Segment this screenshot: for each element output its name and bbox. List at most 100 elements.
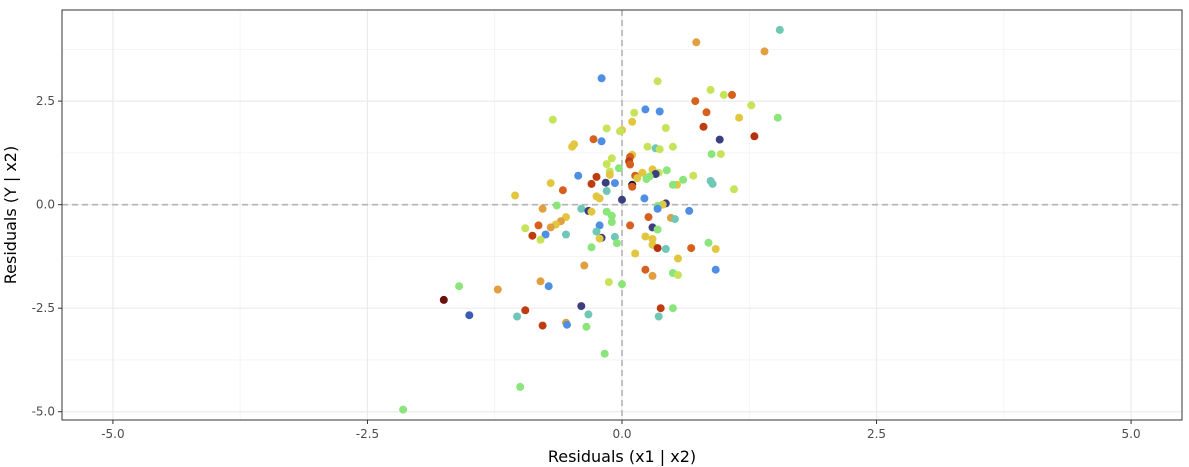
data-point [719, 90, 728, 99]
y-tick-label: -5.0 [32, 405, 55, 419]
data-point [604, 278, 613, 287]
data-point [706, 85, 715, 94]
data-point [607, 211, 616, 220]
y-tick-label: -2.5 [32, 301, 55, 315]
y-axis-title: Residuals (Y | x2) [1, 146, 20, 284]
data-point [610, 179, 619, 188]
data-point [689, 171, 698, 180]
data-point [563, 320, 571, 329]
data-point [633, 174, 642, 183]
data-point [653, 244, 662, 253]
x-tick-label: -5.0 [101, 427, 124, 441]
data-point [692, 38, 701, 47]
y-tick-label: 0.0 [36, 198, 55, 212]
data-point [602, 124, 611, 133]
x-tick-label: 2.5 [867, 427, 886, 441]
data-point [773, 113, 782, 122]
data-point [716, 150, 725, 159]
data-point [614, 164, 623, 173]
data-point [679, 175, 688, 184]
data-point [735, 113, 744, 122]
data-point [730, 185, 738, 194]
data-points [399, 25, 784, 414]
data-point [628, 117, 637, 126]
data-point [662, 166, 671, 175]
data-point [661, 245, 670, 253]
data-point [592, 227, 601, 236]
data-point [544, 282, 553, 291]
data-point [558, 186, 567, 195]
data-point [653, 204, 662, 213]
data-point [641, 265, 650, 274]
data-point [656, 304, 665, 313]
data-point [616, 127, 624, 136]
data-point [597, 137, 606, 146]
data-point [670, 215, 679, 224]
data-point [640, 194, 649, 203]
data-point [580, 261, 589, 270]
data-point [516, 382, 525, 391]
data-point [674, 254, 682, 263]
data-point [687, 244, 696, 253]
data-point [702, 108, 711, 117]
data-point [595, 221, 604, 230]
data-point [528, 231, 537, 240]
data-point [592, 172, 601, 181]
data-point [577, 204, 586, 213]
data-point [607, 154, 616, 163]
data-point [691, 97, 700, 106]
data-point [587, 179, 596, 188]
data-point [651, 170, 660, 178]
data-point [546, 223, 555, 232]
data-point [631, 249, 640, 258]
data-point [653, 77, 662, 86]
data-point [465, 311, 474, 320]
data-point [641, 105, 650, 114]
data-point [577, 302, 586, 311]
data-point [552, 201, 561, 210]
data-point [521, 224, 530, 233]
data-point [628, 182, 637, 191]
data-point [439, 295, 448, 304]
reference-lines [62, 10, 1182, 420]
data-point [493, 285, 502, 294]
data-point [648, 235, 657, 243]
data-point [668, 142, 677, 151]
data-point [587, 207, 596, 216]
data-point [654, 312, 663, 321]
data-point [607, 218, 616, 226]
data-point [589, 135, 598, 144]
data-point [513, 312, 522, 321]
data-point [643, 142, 652, 151]
data-point [612, 239, 621, 248]
data-point [747, 101, 756, 110]
data-point [711, 245, 720, 253]
data-point [648, 271, 657, 280]
data-point [534, 221, 543, 230]
data-point [699, 122, 708, 131]
data-point [602, 187, 611, 195]
data-point [562, 230, 570, 239]
data-point [538, 204, 547, 213]
data-point [587, 243, 596, 252]
data-point [668, 180, 677, 189]
data-point [685, 206, 694, 215]
data-point [707, 150, 716, 159]
data-point [541, 230, 550, 239]
data-point [775, 25, 784, 34]
data-point [626, 221, 635, 230]
data-point [595, 234, 604, 243]
data-point [644, 213, 653, 222]
data-point [399, 405, 408, 414]
data-point [602, 160, 611, 169]
data-point [618, 195, 626, 204]
data-point [642, 175, 651, 183]
data-point [715, 135, 724, 144]
data-point [674, 271, 682, 280]
data-point [584, 310, 593, 319]
data-point [668, 304, 677, 313]
x-axis-title: Residuals (x1 | x2) [548, 447, 696, 466]
x-tick-label: -2.5 [356, 427, 379, 441]
data-point [605, 170, 614, 179]
